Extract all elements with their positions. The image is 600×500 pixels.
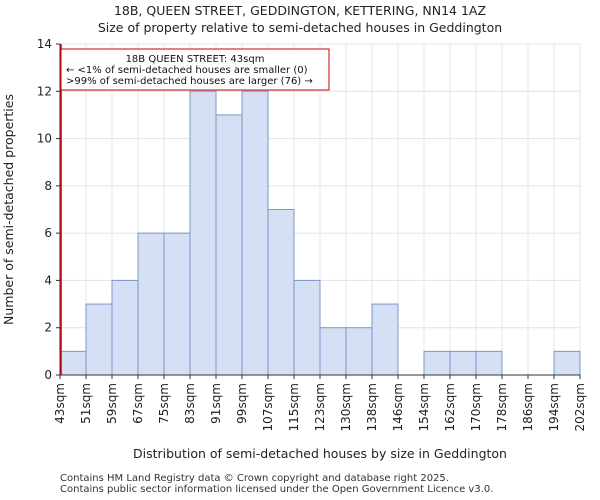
y-tick-label-4: 8 [44, 179, 52, 193]
annotation-line-1: 18B QUEEN STREET: 43sqm [126, 54, 265, 65]
x-tick-label-19: 194sqm [547, 383, 561, 431]
y-tick-label-6: 12 [37, 84, 52, 98]
footer-copyright: Contains HM Land Registry data © Crown c… [60, 473, 449, 484]
bar-154sqm [423, 350, 451, 376]
x-tick-label-15: 162sqm [443, 383, 457, 431]
x-tick-label-8: 107sqm [261, 383, 275, 431]
y-tick-label-2: 4 [44, 273, 52, 287]
annotation-box [60, 48, 330, 91]
bar-83sqm [189, 90, 217, 376]
x-tick-label-4: 75sqm [157, 383, 171, 424]
x-tick-label-5: 83sqm [183, 383, 197, 424]
bar-99sqm [241, 90, 269, 376]
x-tick-label-20: 202sqm [573, 383, 587, 431]
bar-91sqm [215, 114, 243, 376]
x-tick-label-18: 186sqm [521, 383, 535, 431]
chart-title-line1: 18B, QUEEN STREET, GEDDINGTON, KETTERING… [113, 3, 487, 18]
annotation-line-2: ← <1% of semi-detached houses are smalle… [66, 65, 308, 76]
x-tick-label-10: 123sqm [313, 383, 327, 431]
bar-75sqm [163, 232, 191, 376]
x-tick-label-3: 67sqm [131, 383, 145, 424]
bar-43sqm [59, 350, 87, 376]
x-tick-label-11: 130sqm [339, 383, 353, 431]
x-tick-label-9: 115sqm [287, 383, 301, 431]
bar-138sqm [371, 303, 399, 376]
bar-115sqm [293, 279, 321, 376]
x-tick-label-0: 43sqm [53, 383, 67, 424]
x-tick-label-12: 138sqm [365, 383, 379, 431]
bar-123sqm [319, 327, 347, 376]
bar-194sqm [553, 350, 581, 376]
x-tick-label-17: 178sqm [495, 383, 509, 431]
bar-170sqm [475, 350, 503, 376]
y-tick-label-3: 6 [44, 226, 52, 240]
y-tick-label-7: 14 [37, 37, 52, 51]
y-tick-label-0: 0 [44, 368, 52, 382]
bar-162sqm [449, 350, 477, 376]
chart-title-line2: Size of property relative to semi-detach… [97, 20, 503, 35]
y-tick-label-1: 2 [44, 321, 52, 335]
bar-59sqm [111, 279, 139, 376]
y-tick-label-5: 10 [37, 132, 52, 146]
x-tick-label-2: 59sqm [105, 383, 119, 424]
annotation-line-3: >99% of semi-detached houses are larger … [66, 76, 313, 87]
bar-67sqm [137, 232, 165, 376]
x-tick-label-14: 154sqm [417, 383, 431, 431]
bar-130sqm [345, 327, 373, 376]
bar-51sqm [85, 303, 113, 376]
footer-licence: Contains public sector information licen… [60, 484, 494, 495]
y-axis-title: Number of semi-detached properties [1, 94, 16, 325]
x-tick-label-16: 170sqm [469, 383, 483, 431]
x-tick-label-7: 99sqm [235, 383, 249, 424]
x-tick-label-13: 146sqm [391, 383, 405, 431]
x-axis-title: Distribution of semi-detached houses by … [133, 446, 507, 461]
x-tick-label-1: 51sqm [79, 383, 93, 424]
bar-107sqm [267, 209, 295, 376]
x-tick-label-6: 91sqm [209, 383, 223, 424]
